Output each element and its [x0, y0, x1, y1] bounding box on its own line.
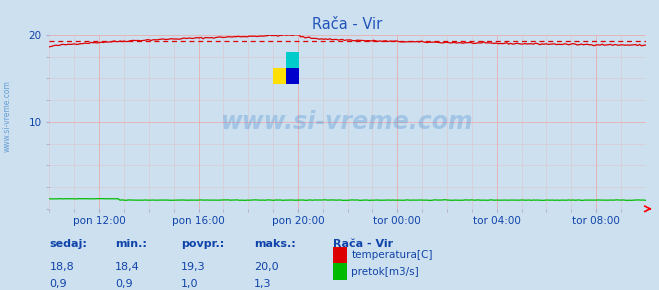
Text: pretok[m3/s]: pretok[m3/s] [351, 267, 419, 277]
Text: min.:: min.: [115, 239, 147, 249]
Title: Rača - Vir: Rača - Vir [312, 17, 383, 32]
Text: 19,3: 19,3 [181, 262, 206, 272]
Text: maks.:: maks.: [254, 239, 295, 249]
Text: 1,3: 1,3 [254, 279, 272, 289]
FancyBboxPatch shape [286, 52, 299, 68]
Text: Rača - Vir: Rača - Vir [333, 239, 393, 249]
Text: sedaj:: sedaj: [49, 239, 87, 249]
Text: www.si-vreme.com: www.si-vreme.com [221, 110, 474, 134]
FancyBboxPatch shape [286, 68, 299, 84]
Text: 1,0: 1,0 [181, 279, 199, 289]
Text: 18,8: 18,8 [49, 262, 74, 272]
FancyBboxPatch shape [273, 68, 286, 84]
Text: 20,0: 20,0 [254, 262, 278, 272]
Text: www.si-vreme.com: www.si-vreme.com [3, 80, 12, 152]
Text: povpr.:: povpr.: [181, 239, 225, 249]
Text: 0,9: 0,9 [115, 279, 133, 289]
Text: 18,4: 18,4 [115, 262, 140, 272]
Text: temperatura[C]: temperatura[C] [351, 250, 433, 260]
Text: 0,9: 0,9 [49, 279, 67, 289]
